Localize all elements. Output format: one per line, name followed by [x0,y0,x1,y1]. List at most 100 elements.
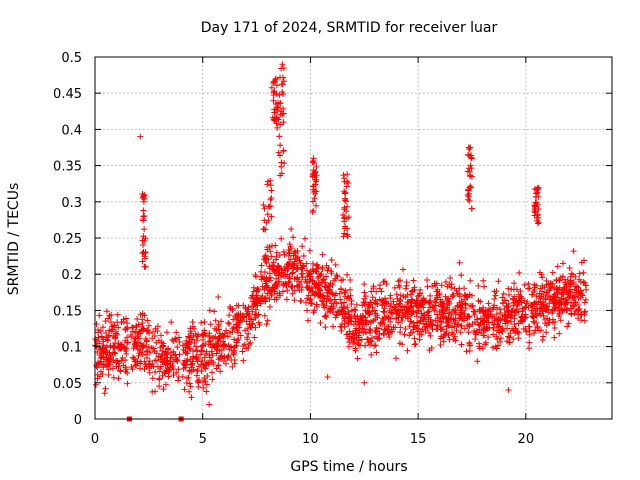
data-point [219,331,226,338]
data-point [456,315,463,322]
data-point [101,390,108,397]
data-point [158,332,165,339]
data-point [140,241,147,248]
data-point [240,342,247,349]
x-tick-label: 0 [91,432,99,447]
data-point [531,330,538,337]
data-point [389,311,396,318]
data-point [427,332,434,339]
data-point [454,303,461,310]
data-point [308,284,315,291]
data-point [343,198,350,205]
data-point [344,225,351,232]
data-point [427,292,434,299]
data-point [463,348,470,355]
data-point [107,319,114,326]
data-point [425,312,432,319]
data-point [299,274,306,281]
data-point [423,321,430,328]
data-point [116,345,123,352]
data-point [254,302,261,309]
data-point [304,295,311,302]
data-point [396,300,403,307]
data-point [279,61,286,68]
data-point [164,354,171,361]
data-point [215,294,222,301]
data-point [124,334,131,341]
data-point [464,192,471,199]
data-point [489,344,496,351]
data-point [237,332,244,339]
data-point [387,315,394,322]
data-point [206,338,213,345]
x-tick-label: 15 [410,432,427,447]
data-point [516,297,523,304]
data-point [163,329,170,336]
data-point [237,318,244,325]
data-point [342,189,349,196]
data-point [262,253,269,260]
data-point [276,92,283,99]
data-point [172,335,179,342]
data-point [521,281,528,288]
data-point [328,300,335,307]
data-point [142,361,149,368]
data-point [567,292,574,299]
data-point [149,360,156,367]
data-point [339,311,346,318]
data-point [150,345,157,352]
data-point [108,312,115,319]
data-point [341,218,348,225]
data-point [342,310,349,317]
data-point [400,266,407,273]
data-point [203,381,210,388]
data-point [468,152,475,159]
data-point [230,347,237,354]
data-point [283,296,290,303]
data-point [438,282,445,289]
data-point [386,334,393,341]
data-point [465,329,472,336]
data-point [113,363,120,370]
data-point [195,363,202,370]
data-point [537,285,544,292]
data-point [393,291,400,298]
data-point [347,292,354,299]
data-point [146,369,153,376]
data-point [424,276,431,283]
data-point [275,262,282,269]
data-point [448,329,455,336]
data-point [521,297,528,304]
data-point [526,345,533,352]
data-point [468,303,475,310]
data-point [309,277,316,284]
data-point [319,297,326,304]
data-point [187,383,194,390]
data-point [366,342,373,349]
data-point [140,207,147,214]
data-point [391,284,398,291]
data-point [278,274,285,281]
data-point [193,347,200,354]
data-point [429,303,436,310]
data-point [525,280,532,287]
data-point [494,336,501,343]
data-point [200,384,207,391]
data-point [212,342,219,349]
data-point [367,326,374,333]
x-tick-label: 5 [199,432,207,447]
data-point [251,295,258,302]
data-point [582,308,589,315]
data-point [239,312,246,319]
data-point [433,280,440,287]
data-point [120,362,127,369]
data-point [292,255,299,262]
data-point [412,340,419,347]
data-point [550,307,557,314]
data-point [149,388,156,395]
data-point [358,336,365,343]
data-point [175,373,182,380]
data-point [206,307,213,314]
data-point [259,274,266,281]
data-point [233,324,240,331]
